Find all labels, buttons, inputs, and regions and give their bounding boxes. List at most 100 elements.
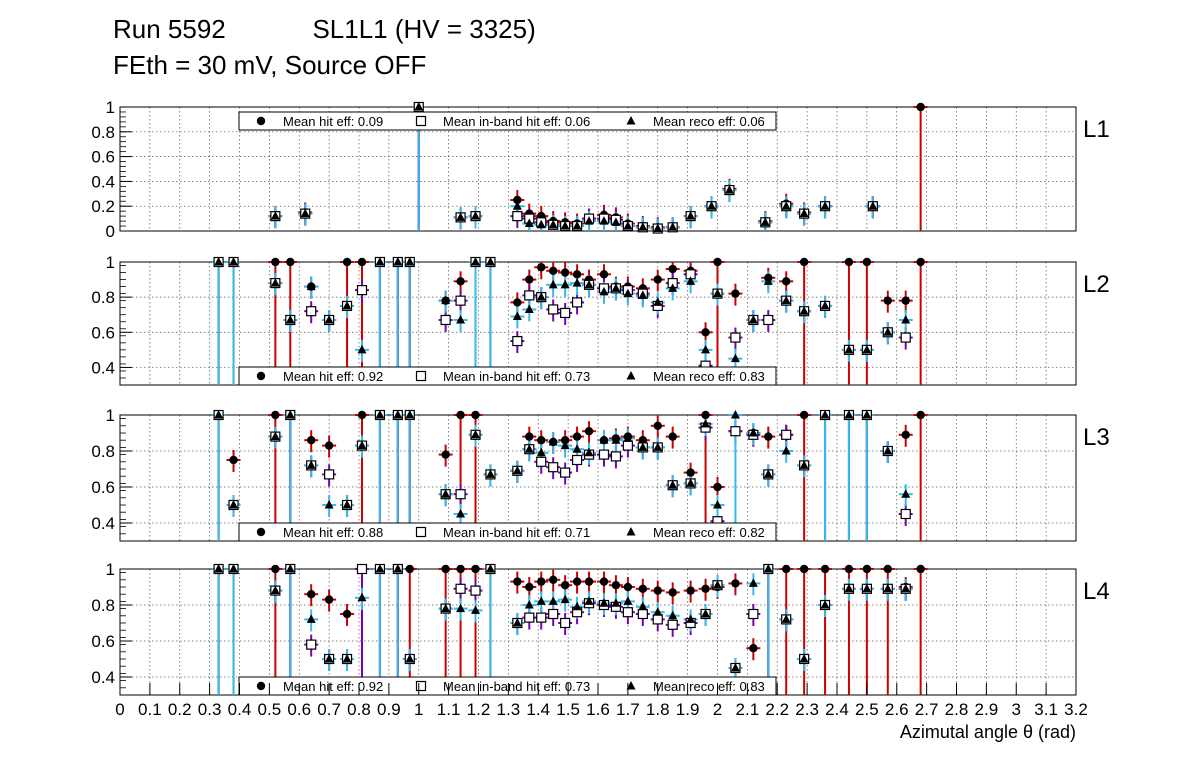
- reco-eff-point: [901, 314, 911, 324]
- y-tick-label: 0.8: [91, 123, 115, 142]
- x-tick-label: 0.2: [168, 700, 192, 719]
- hit-eff-point: [256, 371, 266, 381]
- x-tick-label: 2.3: [795, 700, 819, 719]
- reco-eff-point: [584, 216, 594, 225]
- inband-eff-point: [730, 332, 741, 343]
- reco-eff-point: [536, 292, 546, 301]
- reco-eff-point: [820, 201, 830, 210]
- reco-eff-point: [485, 257, 495, 266]
- reco-eff-point: [324, 314, 334, 324]
- reco-eff-point: [584, 279, 594, 289]
- hit-eff-point: [782, 564, 791, 574]
- hit-eff-point: [441, 450, 450, 459]
- reco-eff-point: [668, 283, 678, 292]
- reco-eff-point: [707, 201, 717, 210]
- reco-eff-point: [524, 600, 534, 609]
- hit-eff-point: [749, 644, 758, 653]
- inband-eff-point: [571, 297, 583, 308]
- hit-eff-point: [342, 609, 352, 619]
- reco-eff-point: [512, 465, 522, 475]
- legend-inband-label: Mean in-band hit eff: 0.06: [443, 114, 590, 129]
- reco-eff-point: [668, 222, 678, 231]
- y-tick-label: 0.8: [91, 442, 115, 461]
- hit-eff-point: [256, 681, 266, 691]
- legend: Mean hit eff: 0.92 Mean in-band hit eff: …: [238, 676, 777, 696]
- y-tick-label: 0.4: [91, 514, 115, 533]
- panel-l4: 0.4 0.6 0.8 1 L4 Mean hit eff: 0.92 Mean in-ba…: [91, 560, 1110, 696]
- hit-eff-point: [271, 410, 280, 420]
- inband-eff-point: [548, 304, 559, 315]
- reco-eff-point: [668, 610, 678, 620]
- reco-eff-point: [623, 221, 633, 230]
- reco-eff-point: [599, 435, 609, 444]
- reco-eff-point: [214, 410, 224, 419]
- x-tick-label: 0.9: [377, 700, 401, 719]
- reco-eff-point: [862, 344, 872, 354]
- reco-eff-point: [686, 276, 696, 285]
- hit-eff-point: [548, 575, 558, 584]
- hit-eff-point: [456, 564, 465, 574]
- hit-eff-point: [405, 564, 414, 574]
- reco-eff-point: [686, 614, 696, 623]
- panel-label: L3: [1083, 424, 1110, 451]
- panel-l3: 0.4 0.6 0.8 1 L3 Mean hit eff: 0.88 Mean in-ba…: [91, 406, 1110, 542]
- x-tick-label: 1.7: [616, 700, 640, 719]
- x-tick-label: 0.4: [228, 700, 252, 719]
- hit-eff-point: [572, 432, 582, 441]
- hit-eff-point: [513, 577, 522, 586]
- reco-eff-point: [623, 433, 633, 442]
- reco-eff-point: [748, 578, 758, 587]
- hit-eff-point: [471, 410, 480, 420]
- y-tick-label: 0.6: [91, 323, 115, 342]
- inband-eff-point: [512, 211, 523, 222]
- reco-eff-point: [599, 598, 609, 607]
- x-tick-label: 2.4: [825, 700, 849, 719]
- legend-box: [238, 366, 777, 386]
- inband-eff-point: [571, 454, 583, 466]
- reco-eff-point: [781, 446, 791, 455]
- hit-eff-point: [584, 427, 594, 436]
- reco-eff-point: [560, 440, 570, 450]
- inband-eff-point: [900, 508, 911, 520]
- hit-eff-point: [916, 564, 925, 574]
- hit-eff-point: [844, 257, 854, 267]
- hit-eff-point: [525, 432, 534, 441]
- y-tick-label: 1: [106, 253, 115, 272]
- inband-eff-point: [536, 612, 547, 623]
- hit-eff-point: [883, 296, 892, 305]
- hit-eff-point: [668, 588, 677, 597]
- hit-eff-point: [653, 421, 662, 430]
- reco-eff-point: [901, 583, 911, 593]
- reco-eff-point: [375, 564, 385, 573]
- hit-eff-point: [324, 595, 334, 604]
- hit-eff-point: [537, 436, 546, 445]
- inband-eff-point: [455, 583, 466, 594]
- hit-eff-point: [653, 275, 662, 284]
- reco-eff-point: [441, 295, 451, 305]
- reco-eff-point: [820, 600, 830, 609]
- x-tick-label: 3.1: [1034, 700, 1058, 719]
- reco-eff-point: [862, 583, 872, 593]
- reco-eff-point: [713, 500, 722, 509]
- legend-hit-label: Mean hit eff: 0.09: [283, 114, 383, 129]
- reco-eff-point: [548, 596, 558, 605]
- reco-eff-point: [799, 654, 809, 663]
- hit-eff-point: [229, 455, 238, 465]
- y-tick-label: 0.8: [91, 596, 115, 615]
- hit-eff-point: [916, 410, 925, 420]
- hit-eff-point: [441, 564, 450, 574]
- reco-eff-point: [393, 564, 403, 573]
- x-axis-label: Azimutal angle θ (rad): [900, 722, 1076, 742]
- hit-eff-point: [701, 584, 710, 593]
- hit-eff-point: [686, 468, 695, 477]
- hit-eff-point: [686, 586, 695, 595]
- hit-eff-point: [883, 564, 892, 574]
- inband-eff-point: [455, 489, 466, 500]
- hit-eff-point: [901, 430, 910, 439]
- reco-eff-point: [548, 219, 558, 229]
- reco-eff-point: [270, 278, 280, 287]
- inband-eff-point: [610, 451, 622, 462]
- reco-eff-point: [599, 286, 609, 296]
- y-tick-label: 0.4: [91, 668, 115, 687]
